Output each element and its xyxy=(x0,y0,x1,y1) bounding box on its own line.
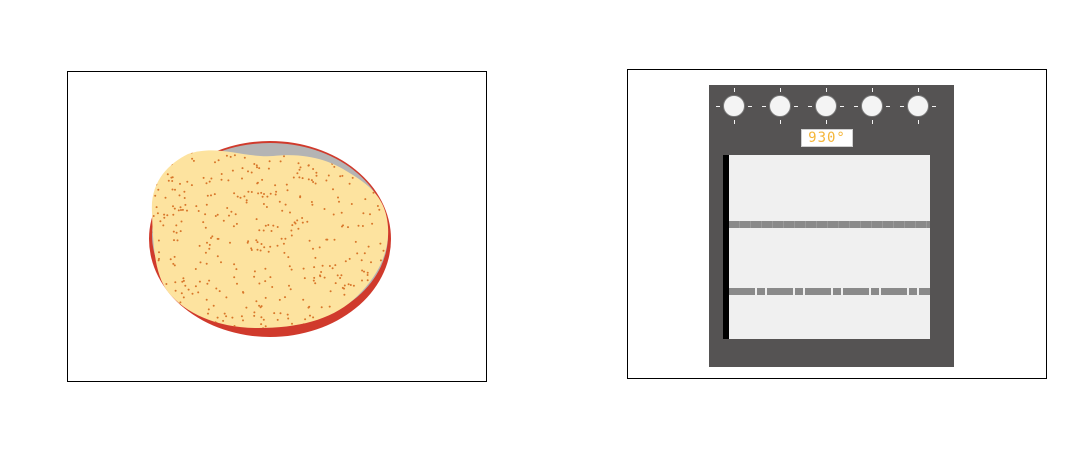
knob-1[interactable] xyxy=(716,88,752,124)
bowl-illustration xyxy=(149,141,391,337)
knob-4[interactable] xyxy=(854,88,890,124)
oven-window[interactable] xyxy=(723,155,930,339)
oven-door-hinge xyxy=(723,155,729,339)
knob-5[interactable] xyxy=(900,88,936,124)
temperature-display: 930° xyxy=(801,129,853,147)
knob-3[interactable] xyxy=(808,88,844,124)
lower-rack[interactable] xyxy=(729,288,930,295)
knob-2[interactable] xyxy=(762,88,798,124)
oven-panel: 930° xyxy=(627,69,1047,379)
bowl-panel xyxy=(67,71,487,382)
upper-rack[interactable] xyxy=(729,221,930,228)
oven-body: 930° xyxy=(709,85,954,367)
